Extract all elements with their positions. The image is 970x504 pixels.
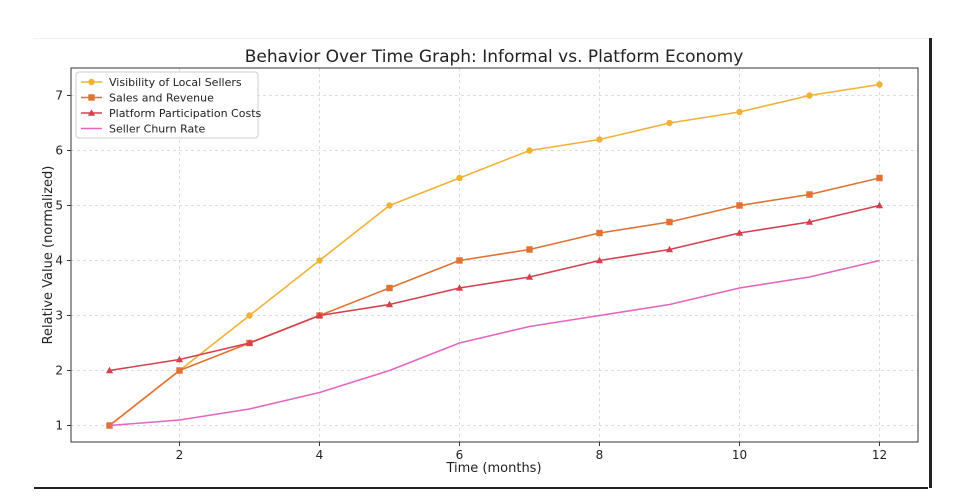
x-axis: 2 4 6 8 10 12 <box>176 442 887 462</box>
x-tick-label: 4 <box>316 448 324 462</box>
data-point <box>596 229 603 237</box>
data-point <box>386 202 393 209</box>
y-tick-label: 3 <box>55 309 63 323</box>
y-tick-label: 5 <box>55 199 63 213</box>
frame-top-rule <box>34 38 928 39</box>
data-point <box>526 147 533 154</box>
x-tick-label: 2 <box>176 448 184 462</box>
series-3 <box>109 259 880 427</box>
data-point <box>876 174 883 182</box>
data-point <box>805 218 814 225</box>
data-point <box>806 92 813 99</box>
legend-label: Platform Participation Costs <box>109 107 262 120</box>
data-point <box>666 119 673 127</box>
x-tick-label: 8 <box>596 448 604 462</box>
x-tick-label: 10 <box>732 448 747 462</box>
y-tick-label: 2 <box>55 364 63 378</box>
data-point <box>526 246 533 253</box>
chart-title: Behavior Over Time Graph: Informal vs. P… <box>245 47 744 67</box>
data-point <box>315 311 324 319</box>
y-tick-label: 7 <box>55 89 63 103</box>
data-point <box>596 136 603 143</box>
legend-label: Visibility of Local Sellers <box>109 76 242 89</box>
data-point <box>456 174 463 182</box>
data-point <box>736 108 743 116</box>
y-tick-label: 6 <box>55 144 63 158</box>
data-point <box>105 366 114 374</box>
plot-frame <box>70 67 919 443</box>
series-line <box>109 177 880 427</box>
legend-label: Sales and Revenue <box>109 92 214 105</box>
data-point <box>876 81 883 88</box>
data-point <box>456 257 463 264</box>
data-point <box>735 229 744 236</box>
legend-label: Seller Churn Rate <box>109 123 206 136</box>
legend-box <box>75 71 259 139</box>
data-point <box>385 300 394 308</box>
data-point <box>665 245 674 253</box>
series-line <box>109 83 880 427</box>
legend: Visibility of Local Sellers Sales and Rev… <box>75 71 262 139</box>
x-axis-label: Time (months) <box>445 461 541 476</box>
data-point <box>176 367 183 374</box>
series-0 <box>106 81 883 429</box>
x-tick-label: 12 <box>872 448 887 462</box>
series-line <box>109 259 880 427</box>
data-point <box>246 312 253 319</box>
data-point <box>316 257 323 264</box>
legend-marker <box>87 109 96 116</box>
data-point <box>806 191 813 198</box>
y-tick-label: 1 <box>55 419 63 433</box>
data-point <box>525 273 534 280</box>
data-point <box>245 339 254 346</box>
frame-right-rule <box>929 38 932 488</box>
series-line <box>109 204 880 372</box>
frame-bottom-rule <box>34 487 928 489</box>
y-tick-label: 4 <box>55 254 63 268</box>
data-point <box>175 355 184 363</box>
x-tick-label: 6 <box>456 448 464 462</box>
legend-marker <box>88 78 95 86</box>
data-point <box>875 201 884 209</box>
series-1 <box>106 174 883 429</box>
legend-marker <box>88 94 95 101</box>
series-2 <box>105 201 884 374</box>
data-point <box>386 284 393 292</box>
data-point <box>455 284 464 291</box>
data-point <box>666 218 673 226</box>
data-point <box>736 202 743 209</box>
y-axis: 1 2 3 4 5 6 7 <box>55 89 71 433</box>
data-point <box>595 256 604 264</box>
y-axis-label: Relative Value (normalized) <box>41 166 56 345</box>
series-layer <box>105 81 884 429</box>
